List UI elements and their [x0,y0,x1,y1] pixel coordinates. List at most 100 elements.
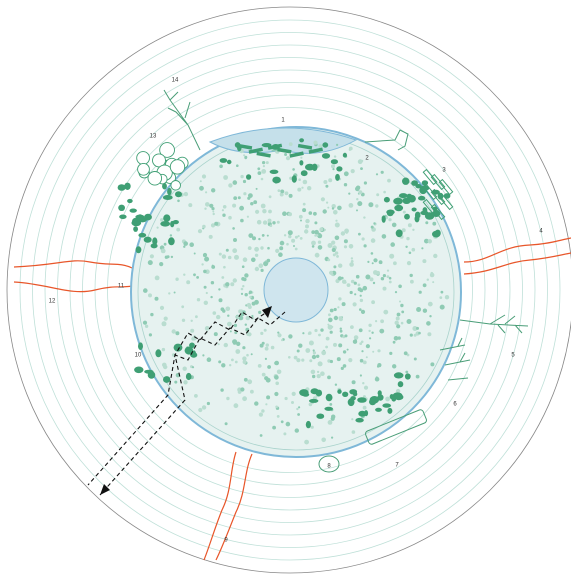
dot [351,380,356,385]
dot [216,314,221,320]
dot [403,351,408,356]
dot [272,221,276,225]
dot [318,144,323,149]
dot [304,439,309,445]
dot [199,180,202,183]
rod [308,147,323,154]
path-left-bottom [13,281,133,293]
blob [118,204,125,211]
dot [254,401,259,406]
dot [168,292,171,295]
dot [358,190,363,195]
dot [405,245,408,248]
dot [394,291,398,294]
dot [264,357,267,360]
blob [342,152,347,158]
dot [193,252,196,255]
texture [117,138,454,445]
dot [210,295,213,299]
dot [332,168,335,171]
dot [409,333,413,337]
dot [160,218,164,222]
dot [350,279,355,284]
blob [382,403,392,408]
label: 8 [327,464,331,470]
dot [310,425,314,429]
dot [378,260,383,265]
dot [239,205,245,211]
dot [308,402,313,407]
label: 2 [365,156,369,162]
dot [426,278,429,281]
dot [346,348,349,351]
blob [377,394,384,401]
dot [354,293,357,296]
dot [236,164,239,167]
dot [289,176,293,180]
blob [325,393,333,402]
blob [160,221,171,227]
dot [231,358,234,362]
dot [263,261,269,267]
blob [387,407,393,414]
dot [261,409,265,413]
dot [202,224,206,229]
dot [375,204,379,208]
dot [355,274,360,279]
dashed-arrow-b [87,309,271,486]
dot [373,222,376,225]
dot [258,310,262,314]
dot [413,357,417,361]
dot [311,230,316,235]
dot [282,211,287,216]
dot [246,215,249,218]
dot [333,307,337,312]
dot [227,321,232,327]
dot [244,273,249,278]
dot [224,422,228,426]
dot [358,328,363,333]
dot [331,240,336,245]
dot [159,305,165,310]
dot [259,343,264,348]
dot [205,191,208,194]
blob [168,237,175,246]
dot [260,203,266,209]
blob [219,158,228,163]
dot [218,288,221,291]
dot [233,196,238,201]
dot [234,360,238,364]
dot [199,185,204,191]
cell [147,171,163,186]
dot [430,271,434,275]
dot [370,238,376,243]
dot [406,261,412,266]
blob [185,372,192,381]
dot [242,285,245,288]
dot [275,248,280,253]
dot [311,354,317,360]
dot [275,405,278,409]
dot [305,348,311,353]
dot [232,203,237,208]
dot [327,375,331,380]
dot [348,203,354,208]
dot [426,321,431,326]
dot [316,374,321,379]
blob [184,346,194,355]
dot [320,328,324,332]
dot [333,210,338,215]
blob [147,371,156,379]
dot [393,261,397,266]
dot [375,376,378,379]
blob [170,220,175,228]
dot [258,263,264,269]
dot [329,308,334,313]
path-left-top [13,260,133,269]
dot [318,333,321,337]
dot [313,140,318,145]
dot [183,245,186,248]
dot [240,292,244,295]
dot [227,314,230,317]
dot [284,191,289,196]
